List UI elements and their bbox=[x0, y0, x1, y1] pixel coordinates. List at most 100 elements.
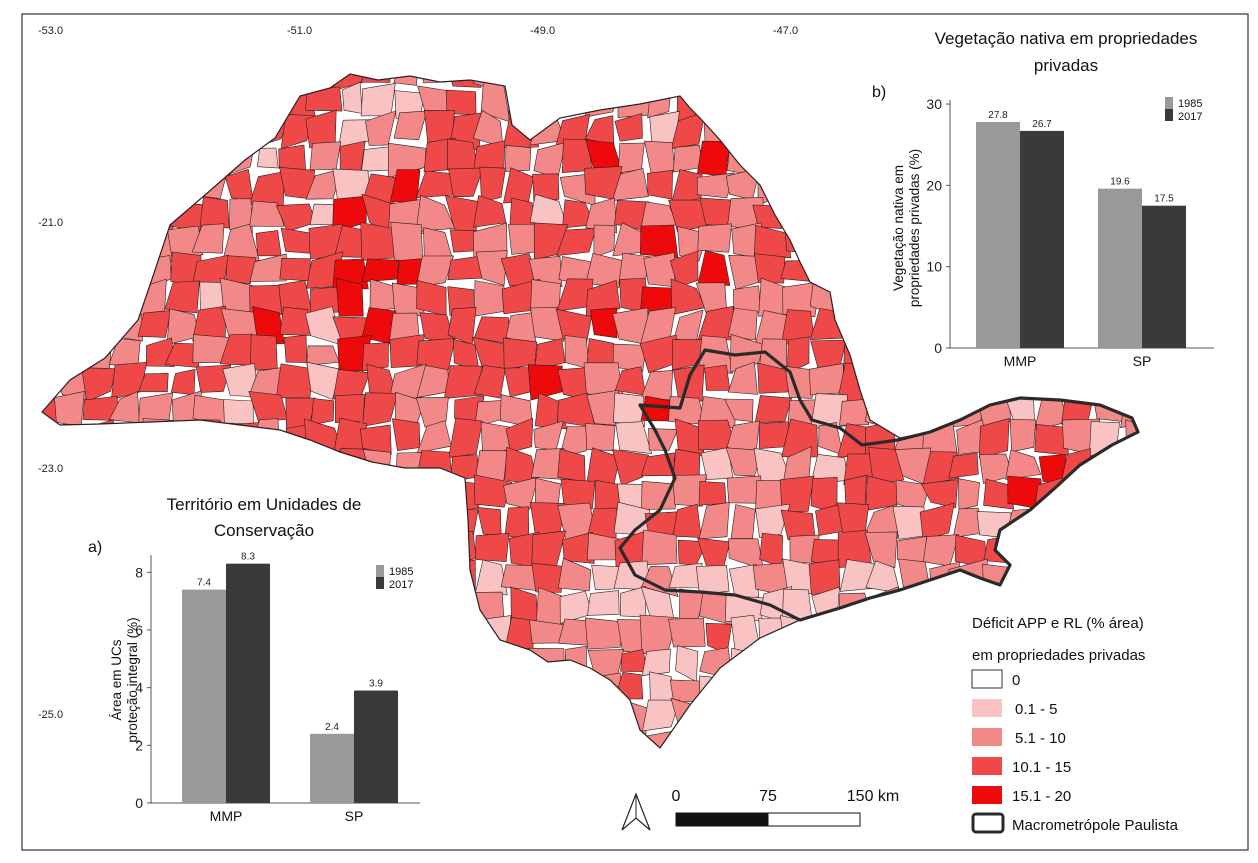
scale-tick-label: 150 km bbox=[847, 788, 899, 805]
municipality-cell bbox=[473, 194, 507, 228]
legend-swatch bbox=[972, 699, 1002, 717]
municipality-cell bbox=[504, 145, 532, 172]
municipality-cell bbox=[1005, 449, 1042, 480]
municipality-cell bbox=[529, 194, 569, 229]
legend-class-0: 0 bbox=[971, 669, 1020, 689]
municipality-cell bbox=[808, 559, 841, 596]
bar-value-label: 27.8 bbox=[988, 110, 1008, 121]
legend-swatch bbox=[972, 757, 1002, 775]
chart-a-title-line2: Conservação bbox=[214, 521, 314, 540]
legend-title-line1: Déficit APP e RL (% área) bbox=[972, 615, 1144, 632]
municipality-cell bbox=[255, 230, 282, 257]
legend-label-2017: 2017 bbox=[1178, 111, 1202, 123]
bar bbox=[1098, 188, 1142, 348]
municipality-cell bbox=[668, 617, 706, 648]
scale-bar-black-segment bbox=[675, 812, 769, 827]
lon-label: -53.0 bbox=[38, 25, 63, 37]
x-tick-label: MMP bbox=[210, 808, 243, 824]
municipality-cell bbox=[334, 393, 365, 424]
chart-b-ylabel-line2: propriedades privadas (%) bbox=[907, 149, 922, 307]
legend-swatch bbox=[971, 669, 1003, 689]
municipality-cell bbox=[503, 476, 539, 510]
municipality-cell bbox=[724, 398, 754, 422]
lat-label: -25.0 bbox=[38, 709, 63, 721]
municipality-cell bbox=[225, 255, 257, 285]
municipality-cell bbox=[283, 334, 308, 363]
legend-label-1985: 1985 bbox=[1178, 98, 1202, 110]
municipality-cell bbox=[362, 392, 398, 427]
municipality-cell bbox=[957, 478, 980, 511]
lon-label: -51.0 bbox=[287, 25, 312, 37]
legend-class-label: 15.1 - 20 bbox=[1012, 788, 1071, 805]
municipality-cell bbox=[612, 343, 647, 373]
bar bbox=[226, 563, 270, 803]
municipality-cell bbox=[779, 475, 815, 513]
municipality-cell bbox=[753, 225, 792, 259]
municipality-cell bbox=[474, 365, 506, 399]
lon-label: -49.0 bbox=[530, 25, 555, 37]
legend-class-3: 10.1 - 15 bbox=[972, 757, 1071, 776]
municipality-cell bbox=[305, 168, 342, 200]
chart-a-legend: 1985 2017 bbox=[376, 565, 413, 591]
municipality-cell bbox=[612, 449, 650, 486]
municipality-cell bbox=[1009, 419, 1037, 453]
municipality-cell bbox=[614, 113, 643, 142]
municipality-cell bbox=[585, 280, 621, 318]
municipality-cell bbox=[585, 423, 616, 452]
north-arrow-icon bbox=[621, 792, 651, 831]
municipality-cell bbox=[728, 563, 760, 599]
bar bbox=[310, 733, 354, 803]
bar-value-label: 8.3 bbox=[241, 552, 255, 563]
y-tick-label: 10 bbox=[926, 259, 942, 275]
chart-b-x-labels: MMP SP bbox=[1004, 353, 1152, 369]
bar bbox=[354, 690, 398, 803]
municipality-cell bbox=[335, 277, 364, 317]
municipality-cell bbox=[557, 557, 592, 592]
municipality-cell bbox=[983, 478, 1015, 510]
legend-class-2: 5.1 - 10 bbox=[972, 728, 1066, 747]
x-tick-label: SP bbox=[345, 808, 364, 824]
municipality-cell bbox=[279, 257, 311, 282]
x-tick-label: MMP bbox=[1004, 353, 1037, 369]
municipality-cell bbox=[479, 166, 506, 202]
legend-label-1985: 1985 bbox=[389, 566, 413, 578]
municipality-cell bbox=[562, 531, 595, 564]
municipality-cell bbox=[195, 364, 232, 393]
municipality-cell bbox=[474, 559, 508, 596]
municipality-cell bbox=[642, 699, 681, 732]
municipality-cell bbox=[54, 391, 85, 428]
bar bbox=[1142, 205, 1186, 348]
y-tick-label: 0 bbox=[934, 340, 942, 356]
municipality-cell bbox=[649, 110, 680, 150]
lat-label: -23.0 bbox=[38, 463, 63, 475]
municipality-cell bbox=[641, 648, 671, 676]
bar-value-label: 17.5 bbox=[1154, 194, 1174, 205]
chart-b-bars: 27.8 26.7 19.6 17.5 bbox=[976, 110, 1186, 348]
legend-class-label: 0 bbox=[1012, 672, 1020, 689]
municipality-cell bbox=[865, 475, 905, 511]
legend-swatch-1985 bbox=[1165, 97, 1173, 109]
municipality-cell bbox=[361, 258, 400, 283]
municipality-cell bbox=[593, 224, 616, 258]
municipality-cell bbox=[698, 502, 730, 540]
municipality-cell bbox=[698, 481, 727, 506]
municipality-cell bbox=[164, 280, 200, 314]
municipality-cell bbox=[223, 399, 254, 425]
municipality-cell bbox=[757, 362, 792, 394]
macrometropole-boundary bbox=[618, 348, 1140, 622]
y-tick-label: 20 bbox=[926, 177, 942, 193]
lon-label: -47.0 bbox=[773, 25, 798, 37]
scale-tick-label: 75 bbox=[759, 788, 777, 805]
municipality-cell bbox=[646, 169, 674, 200]
legend-class-4: 15.1 - 20 bbox=[972, 786, 1071, 805]
chart-a-bars: 7.4 8.3 2.4 3.9 bbox=[182, 552, 398, 803]
chart-b-native-vegetation: Vegetação nativa em propriedades privada… bbox=[872, 29, 1214, 369]
municipality-cell bbox=[669, 250, 699, 288]
legend-swatch bbox=[972, 786, 1002, 804]
municipality-cell bbox=[782, 281, 821, 318]
municipality-cell bbox=[611, 168, 649, 201]
municipality-cell bbox=[257, 147, 279, 169]
municipality-cell bbox=[978, 418, 1010, 459]
municipality-cell bbox=[416, 255, 454, 288]
